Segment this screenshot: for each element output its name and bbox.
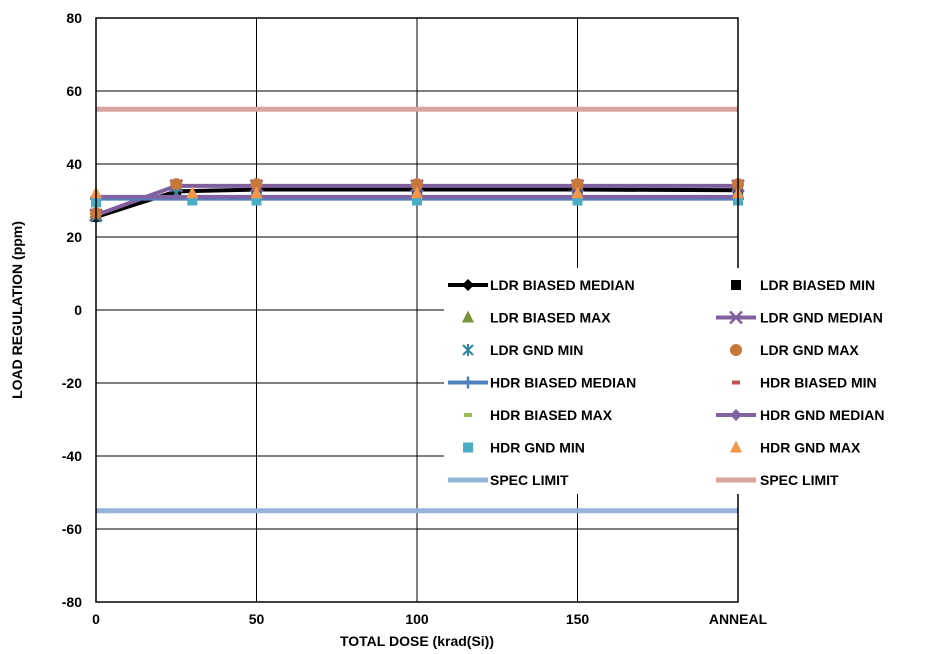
y-axis-title: LOAD REGULATION (ppm) (9, 221, 25, 399)
legend-marker (731, 280, 741, 290)
legend-label: SPEC LIMIT (490, 472, 569, 488)
legend-marker (730, 440, 742, 453)
legend-marker (730, 409, 742, 421)
data-point (250, 178, 263, 191)
legend-item: HDR GND MAX (730, 440, 861, 456)
data-point (571, 186, 584, 199)
data-point (251, 195, 262, 206)
y-tick-label: 20 (66, 229, 82, 245)
y-tick-label: -60 (62, 521, 82, 537)
y-tick-label: -20 (62, 375, 82, 391)
legend-marker (730, 344, 742, 356)
legend-label: HDR BIASED MIN (760, 375, 877, 391)
data-point (571, 178, 584, 191)
legend-marker (462, 279, 474, 291)
legend: LDR BIASED MEDIAN LDR BIASED MIN LDR BIASE… (444, 268, 928, 494)
y-tick-label: -80 (62, 594, 82, 610)
y-tick-label: 60 (66, 83, 82, 99)
legend-item: LDR BIASED MIN (731, 277, 875, 293)
data-point (250, 186, 263, 199)
legend-label: HDR GND MIN (490, 440, 585, 456)
series-11 (90, 186, 744, 199)
legend-label: HDR GND MEDIAN (760, 407, 884, 423)
legend-marker (462, 376, 474, 389)
legend-label: HDR BIASED MEDIAN (490, 375, 636, 391)
legend-label: LDR BIASED MEDIAN (490, 277, 635, 293)
x-tick-label: 100 (405, 611, 429, 627)
data-point (411, 186, 423, 199)
legend-item: LDR BIASED MEDIAN (448, 277, 635, 293)
legend-label: LDR GND MAX (760, 342, 859, 358)
legend-marker (462, 310, 474, 323)
legend-label: LDR GND MIN (490, 342, 583, 358)
legend-item: HDR GND MEDIAN (716, 407, 884, 423)
y-tick-labels: -80 -60 -40 -20 0 20 40 60 80 (62, 10, 82, 610)
data-point (572, 195, 583, 206)
legend-item: LDR GND MEDIAN (716, 310, 883, 326)
x-tick-label: ANNEAL (709, 611, 768, 627)
series-layer (89, 106, 745, 514)
series-5 (90, 178, 744, 220)
legend-item: LDR BIASED MAX (462, 310, 611, 326)
legend-background (444, 268, 928, 494)
series-line (95, 183, 738, 217)
legend-item: HDR GND MIN (463, 440, 585, 456)
legend-label: LDR BIASED MAX (490, 310, 611, 326)
legend-item: HDR BIASED MEDIAN (448, 375, 636, 391)
legend-item: LDR GND MAX (730, 342, 859, 358)
x-tick-labels: 0 50 100 150 ANNEAL (92, 611, 768, 627)
legend-label: HDR GND MAX (760, 440, 861, 456)
legend-marker (729, 310, 743, 325)
y-tick-label: 40 (66, 156, 82, 172)
x-tick-label: 150 (566, 611, 590, 627)
x-tick-label: 0 (92, 611, 100, 627)
legend-marker (462, 344, 474, 356)
legend-item: SPEC LIMIT (716, 472, 839, 488)
data-point (411, 178, 423, 191)
legend-marker (463, 442, 473, 453)
legend-marker (732, 380, 740, 385)
data-point (187, 195, 198, 206)
data-point (186, 186, 199, 199)
data-point (412, 195, 422, 206)
legend-label: HDR BIASED MAX (490, 407, 613, 423)
legend-item: SPEC LIMIT (448, 472, 569, 488)
y-tick-label: 0 (74, 302, 82, 318)
y-tick-label: -40 (62, 448, 82, 464)
legend-item: HDR BIASED MAX (464, 407, 613, 423)
x-axis-title: TOTAL DOSE (krad(Si)) (340, 633, 494, 649)
legend-item: LDR GND MIN (462, 342, 583, 358)
legend-label: LDR GND MEDIAN (760, 310, 883, 326)
legend-label: SPEC LIMIT (760, 472, 839, 488)
legend-item: HDR BIASED MIN (732, 375, 877, 391)
legend-marker (464, 413, 472, 417)
y-tick-label: 80 (66, 10, 82, 26)
x-tick-label: 50 (249, 611, 265, 627)
legend-label: LDR BIASED MIN (760, 277, 875, 293)
data-point (170, 178, 183, 191)
